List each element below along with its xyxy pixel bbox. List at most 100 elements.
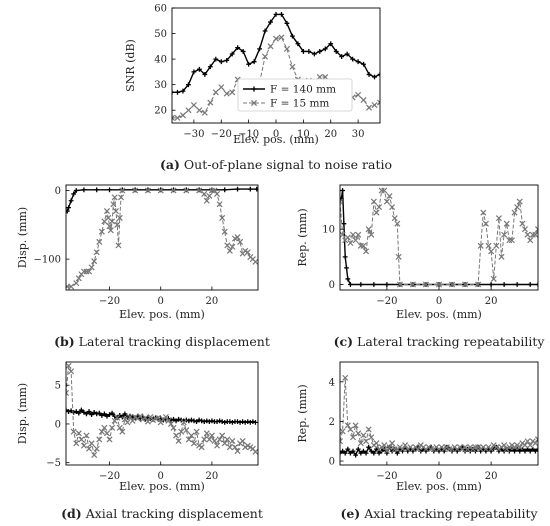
data-point [527, 442, 534, 449]
data-point [219, 432, 226, 439]
data-point [235, 186, 240, 192]
x-tick-label: −20 [376, 471, 397, 482]
data-point [322, 46, 328, 52]
data-point [80, 442, 87, 449]
data-point [490, 275, 497, 282]
data-point [535, 446, 538, 452]
data-point [353, 452, 359, 458]
data-point [214, 419, 220, 425]
data-point [68, 283, 75, 290]
data-point [208, 432, 215, 439]
data-point [495, 215, 502, 222]
x-tick-label: 20 [485, 471, 498, 482]
data-point [91, 409, 97, 415]
data-point [514, 282, 520, 287]
legend-swatch-marker [250, 99, 258, 107]
data-point [501, 231, 508, 238]
data-point [214, 190, 221, 197]
data-point [216, 201, 223, 208]
legend-label: F = 15 mm [270, 98, 329, 110]
data-point [226, 247, 233, 254]
data-point [222, 187, 228, 193]
data-point [130, 414, 135, 420]
data-point [532, 231, 538, 238]
data-point [91, 258, 98, 265]
data-point [399, 446, 406, 453]
data-point [224, 436, 231, 443]
data-point [204, 418, 210, 424]
data-point [222, 420, 228, 425]
data-point [482, 220, 489, 227]
data-point [366, 104, 373, 111]
caption-tag: (c) [334, 334, 353, 349]
data-point [106, 223, 113, 230]
data-point [333, 49, 339, 54]
data-point [142, 414, 149, 421]
data-point [115, 242, 122, 249]
data-point [358, 450, 364, 456]
data-point [224, 242, 231, 249]
y-tick-label: 2 [329, 417, 335, 428]
data-point [224, 57, 230, 63]
data-point [218, 84, 225, 91]
data-point [245, 419, 251, 425]
data-point [247, 186, 253, 192]
data-point [103, 430, 110, 437]
plot-frame [65, 361, 259, 466]
data-point [521, 442, 528, 449]
data-point [384, 282, 390, 287]
caption-text: Lateral tracking displacement [79, 334, 270, 349]
data-point [480, 209, 487, 216]
data-point [196, 66, 202, 72]
data-point [317, 49, 323, 54]
legend-label: F = 140 mm [270, 84, 336, 96]
data-point [340, 198, 344, 205]
data-point [391, 215, 398, 222]
y-tick-label: 5 [55, 381, 61, 392]
data-point [73, 409, 79, 414]
data-point [488, 248, 495, 255]
series-group [340, 187, 538, 288]
data-point [196, 417, 202, 423]
data-point [180, 419, 187, 426]
y-tick-label: 0 [329, 280, 335, 291]
y-tick-label: 30 [154, 80, 167, 91]
data-point [237, 238, 244, 245]
data-point [340, 428, 346, 435]
x-axis-label: Elev. pos. (mm) [233, 133, 319, 146]
data-point [71, 191, 77, 197]
data-point [118, 194, 125, 201]
data-point [389, 440, 396, 447]
data-point [376, 204, 383, 211]
data-point [373, 209, 380, 216]
data-point [216, 436, 223, 443]
legend-box [237, 78, 353, 112]
data-point [235, 419, 240, 425]
data-point [178, 428, 185, 435]
data-point [446, 446, 453, 453]
data-point [102, 411, 107, 417]
data-point [366, 72, 372, 77]
data-point [381, 187, 388, 194]
data-point [116, 214, 123, 221]
x-tick-label: 20 [206, 296, 219, 307]
data-point [488, 446, 495, 453]
data-point [175, 437, 182, 445]
data-point [96, 410, 102, 416]
data-point [173, 418, 179, 424]
data-point [219, 419, 225, 425]
data-point [262, 53, 269, 60]
data-point [206, 419, 212, 425]
data-point [529, 231, 536, 238]
x-tick-label: −30 [183, 129, 204, 140]
data-point [368, 448, 374, 454]
data-point [394, 220, 401, 227]
data-point [211, 437, 218, 445]
data-point [377, 72, 380, 77]
data-point [201, 190, 208, 197]
data-point [231, 444, 238, 451]
data-point [81, 409, 87, 415]
data-point [190, 440, 198, 447]
series-group [340, 374, 538, 458]
